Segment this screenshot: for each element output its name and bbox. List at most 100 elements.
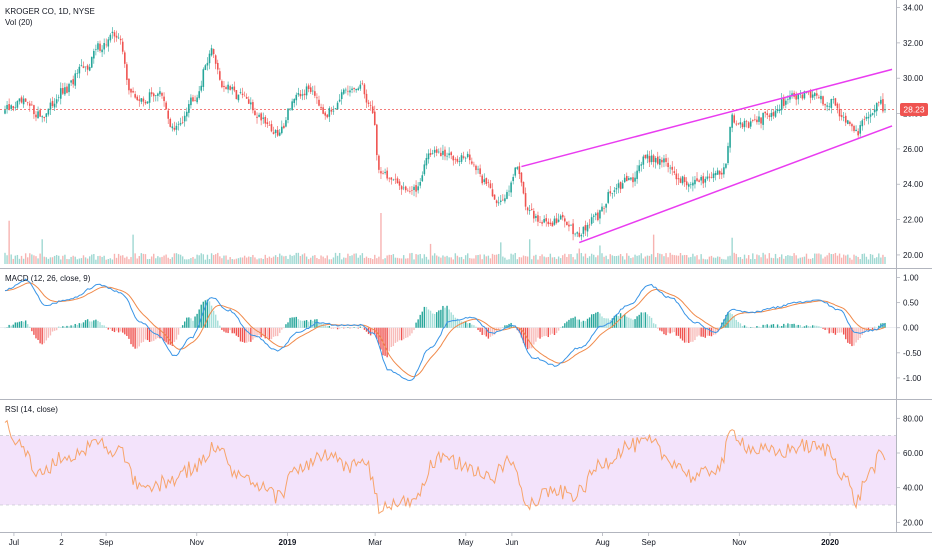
macd-histogram-bar [295, 316, 297, 328]
time-tick-label: 2019 [279, 538, 297, 547]
volume-bar [756, 254, 758, 264]
candle-body [229, 86, 231, 90]
candle-body [878, 101, 880, 103]
macd-histogram-bar [714, 327, 717, 335]
volume-bar [516, 259, 519, 264]
volume-bar [128, 259, 130, 264]
candle-body [109, 34, 112, 41]
volume-bar [774, 253, 777, 264]
volume-bar [264, 254, 266, 264]
volume-bar [648, 255, 651, 264]
candle-body [287, 108, 289, 120]
macd-histogram-bar [878, 325, 880, 328]
candle-body [206, 62, 209, 66]
macd-histogram-bar [873, 326, 876, 328]
macd-histogram-bar [343, 327, 345, 329]
candle-body [735, 123, 738, 125]
macd-histogram-bar [574, 316, 576, 328]
macd-histogram-bar [258, 327, 260, 336]
candle-body [12, 106, 15, 109]
macd-tick-label: -1.00 [903, 374, 922, 383]
volume-bar [785, 256, 787, 264]
volume-bar [316, 257, 318, 264]
candle-body [285, 120, 287, 127]
volume-bar [696, 255, 698, 264]
candle-body [679, 178, 682, 183]
candle-body [10, 105, 12, 109]
volume-bar [378, 256, 380, 264]
candle-body [514, 167, 517, 176]
rsi-tick-label: 40.00 [903, 484, 924, 493]
macd-histogram-bar [797, 324, 799, 328]
volume-bar [163, 255, 165, 264]
macd-histogram-bar [675, 327, 678, 336]
macd-histogram-bar [111, 327, 114, 331]
volume-bar [609, 254, 611, 264]
volume-bar [24, 253, 27, 264]
price-tick-label: 22.00 [903, 216, 924, 225]
macd-histogram-bar [772, 324, 775, 328]
volume-bar [380, 213, 382, 264]
trend-channel-upper[interactable] [521, 68, 893, 168]
macd-histogram-bar [202, 301, 205, 328]
candle-body [295, 94, 298, 101]
volume-bar [719, 256, 721, 264]
macd-histogram-bar [655, 324, 657, 328]
macd-histogram-bar [423, 306, 426, 328]
candle-body [456, 158, 459, 162]
macd-histogram-bar [557, 327, 560, 331]
macd-histogram-bar [95, 319, 97, 328]
candle-body [582, 226, 585, 234]
volume-bar [324, 258, 326, 264]
candle-body [555, 218, 558, 223]
time-tick-label: Sep [642, 538, 657, 547]
macd-histogram-bar [533, 327, 535, 345]
volume-bar [688, 257, 690, 264]
volume-bar [793, 253, 795, 264]
candle-body [216, 62, 219, 70]
macd-histogram-bar [318, 322, 320, 328]
volume-bar [487, 255, 490, 264]
volume-bar [314, 255, 316, 264]
trend-channel-lower[interactable] [579, 125, 893, 244]
volume-bar [400, 258, 403, 264]
volume-bar [122, 255, 124, 264]
candle-body [276, 129, 279, 136]
macd-histogram-bar [661, 327, 663, 332]
candle-body [557, 219, 560, 222]
volume-bar [394, 257, 397, 264]
macd-histogram-bar [41, 327, 43, 345]
candle-body [185, 111, 188, 117]
volume-bar [714, 257, 717, 264]
volume-bar [429, 243, 432, 264]
candle-body [857, 131, 859, 136]
macd-histogram-bar [809, 326, 812, 328]
volume-bar [547, 256, 549, 264]
volume-bar [279, 253, 281, 264]
volume-bar [584, 253, 587, 264]
volume-bar [638, 255, 640, 264]
time-tick-label: Jul [9, 538, 19, 547]
volume-bar [828, 252, 830, 264]
volume-bar [791, 256, 793, 264]
candle-body [859, 125, 862, 134]
macd-histogram-bar [723, 319, 725, 328]
candle-body [14, 107, 17, 109]
macd-histogram-bar [33, 327, 35, 335]
candle-body [140, 98, 143, 102]
volume-bar [347, 253, 349, 264]
candle-body [260, 113, 262, 121]
candle-body [291, 101, 293, 110]
volume-bar [186, 259, 188, 264]
macd-histogram-bar [863, 327, 866, 333]
candle-body [706, 176, 709, 179]
macd-histogram-bar [276, 327, 279, 337]
candle-body [640, 164, 643, 166]
candle-body [283, 125, 285, 129]
candle-body [132, 90, 134, 93]
candle-body [807, 92, 810, 94]
candle-body [64, 87, 66, 95]
volume-bar [704, 259, 706, 264]
macd-title: MACD (12, 26, close, 9) [5, 274, 91, 283]
volume-bar [518, 257, 521, 264]
